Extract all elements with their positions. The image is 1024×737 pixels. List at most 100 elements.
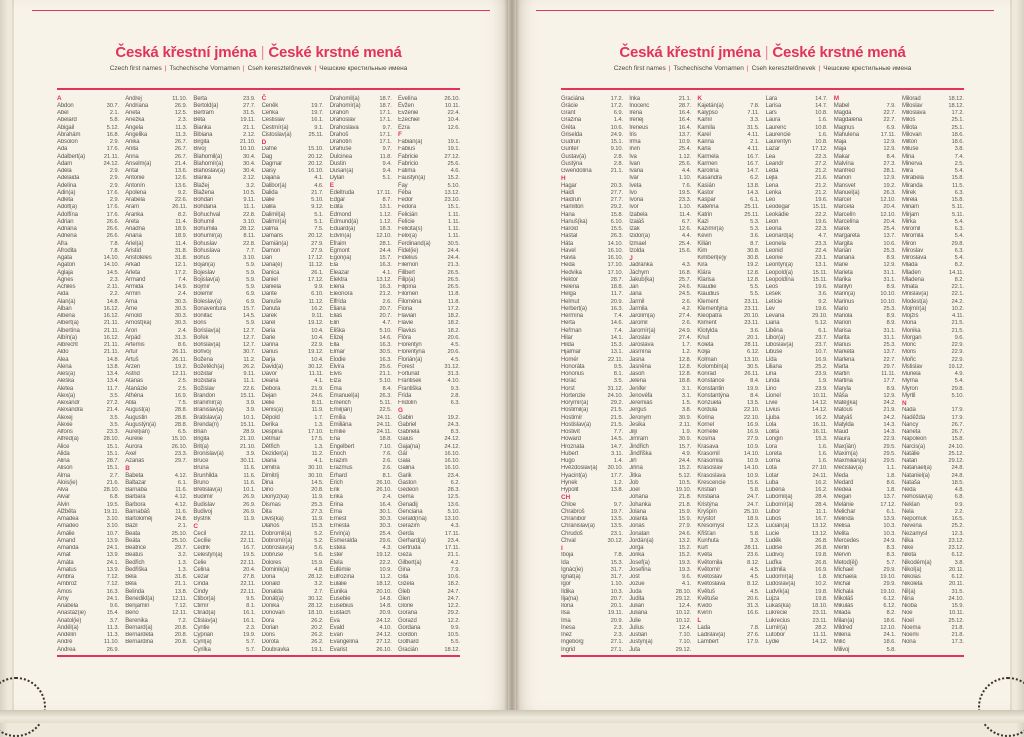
name-day-entry: Bořek 12.7. bbox=[193, 334, 255, 341]
name-day-entry: Egmont 24.4. bbox=[330, 247, 392, 254]
name-day-date: 8.11. bbox=[311, 400, 324, 407]
name-day-date: 7.10. bbox=[678, 639, 692, 646]
name-day-entry: Jesika 2.11. bbox=[629, 421, 691, 428]
name-day-date: 26.5. bbox=[447, 284, 460, 291]
name-day-entry: Mnata 22.1. bbox=[902, 284, 964, 291]
name-day-date: 12.1. bbox=[174, 262, 188, 269]
name-day-date: 2.9. bbox=[109, 182, 119, 189]
name-day-entry: Florentýna 20.6. bbox=[398, 349, 460, 356]
name-day-date: 28.11. bbox=[744, 545, 760, 552]
first-name: Mnislav(a) bbox=[901, 291, 929, 298]
name-day-entry: Liběna 6.1. bbox=[766, 327, 828, 334]
first-name: Belinda bbox=[125, 588, 145, 595]
name-day-entry: Dezider(a) 11.2. bbox=[262, 450, 324, 457]
name-day-date: 11.3. bbox=[175, 131, 188, 138]
name-day-entry: Emil(ián) 22.5. bbox=[330, 407, 392, 414]
name-column: M Mabel 7.9. Magda 22.7. Magdaléna 22.7. Magnus… bbox=[834, 95, 896, 653]
name-day-date: 22.11. bbox=[240, 588, 256, 595]
name-day-entry: Cyntie 2.3. bbox=[193, 624, 255, 631]
corner-perforation[interactable] bbox=[978, 677, 1024, 737]
first-name: Garik bbox=[397, 472, 412, 479]
name-day-date: 11.4. bbox=[175, 240, 188, 247]
name-day-entry: Job 10.5. bbox=[629, 479, 691, 486]
name-day-entry: Hugo 1.4. bbox=[561, 458, 623, 465]
first-name: Anselm(a) bbox=[125, 160, 152, 167]
first-name: Čestislav bbox=[261, 117, 285, 124]
name-day-entry: Arleta 17.2. bbox=[125, 269, 187, 276]
first-name: Karmen bbox=[697, 160, 718, 167]
name-day-date: 22.1. bbox=[951, 284, 964, 291]
name-day-date: 1.3. bbox=[314, 443, 324, 450]
name-day-date: 21.11. bbox=[103, 342, 119, 349]
name-day-date: 3.2. bbox=[314, 581, 324, 588]
first-name: Mirek bbox=[901, 189, 916, 196]
corner-perforation[interactable] bbox=[0, 677, 46, 737]
name-day-entry: Horác 3.5. bbox=[561, 378, 623, 385]
name-day-entry: Milovan 18.6. bbox=[902, 131, 964, 138]
name-day-entry: Miriam 5.11. bbox=[902, 204, 964, 211]
first-name: Baltazar bbox=[125, 479, 146, 486]
name-day-date: 3.9. bbox=[246, 400, 256, 407]
name-day-date: 24.6. bbox=[678, 530, 692, 537]
first-name: Amálie bbox=[57, 530, 75, 537]
name-day-entry: Boris 5.9. bbox=[193, 320, 255, 327]
name-day-date: 19.12. bbox=[308, 349, 324, 356]
name-day-date: 29.9. bbox=[883, 581, 896, 588]
name-day-entry: Augustin 28.8. bbox=[125, 414, 187, 421]
name-day-entry: Magda 22.7. bbox=[834, 110, 896, 117]
name-day-entry: Konzuela 13.5. bbox=[697, 400, 759, 407]
page-title: Česká křestní jména | České krstné mená bbox=[619, 44, 906, 61]
name-day-date: 27.7. bbox=[610, 197, 623, 204]
name-day-date: 17.11. bbox=[376, 189, 392, 196]
first-name: Darie bbox=[261, 334, 276, 341]
first-name: Erhard bbox=[329, 472, 347, 479]
name-day-entry: Nada 17.9. bbox=[902, 407, 964, 414]
first-name: Alan(a) bbox=[57, 298, 76, 305]
name-day-entry: Eliana 20.7. bbox=[330, 305, 392, 312]
name-day-entry: Flavián 18.2. bbox=[398, 313, 460, 320]
name-day-date: 6.3. bbox=[954, 247, 964, 254]
name-day-date: 6.1. bbox=[818, 327, 828, 334]
first-name: Donalda bbox=[261, 588, 283, 595]
first-name: Jarolím(a) bbox=[629, 313, 655, 320]
first-name: Eusebie bbox=[329, 595, 351, 602]
first-name: Ivan bbox=[629, 160, 640, 167]
name-day-entry: Gustav(a) 2.8. bbox=[561, 153, 623, 160]
first-name: Albena bbox=[57, 313, 75, 320]
name-day-entry: Gema 12.5. bbox=[398, 494, 460, 501]
first-name: Dino bbox=[261, 487, 274, 494]
name-day-entry: Ludmila 16.9. bbox=[766, 566, 828, 573]
name-day-date: 9.1. bbox=[314, 124, 324, 131]
name-day-date: 19.9. bbox=[242, 632, 256, 639]
first-name: Kastor bbox=[697, 189, 714, 196]
first-name: Bruce bbox=[193, 458, 209, 465]
name-day-entry: Budimír 26.9. bbox=[193, 494, 255, 501]
name-day-date: 1.6. bbox=[818, 450, 828, 457]
name-day-entry: Amand 13.9. bbox=[57, 537, 119, 544]
name-day-entry: Jindřich 15.7. bbox=[629, 443, 691, 450]
name-day-entry: Kristián 5.8. bbox=[697, 487, 759, 494]
name-day-date: 2.1. bbox=[750, 139, 760, 146]
first-name: Konstantýna bbox=[697, 392, 730, 399]
first-name: Ela bbox=[329, 262, 338, 269]
name-day-entry: Kleopatra 20.10. bbox=[697, 313, 759, 320]
name-day-date: 24.4. bbox=[678, 458, 692, 465]
name-day-entry: Donovan 18.10. bbox=[262, 610, 324, 617]
name-day-date: 26.1. bbox=[311, 269, 324, 276]
name-day-date: 7.9. bbox=[450, 566, 460, 573]
name-day-date: 15.1. bbox=[610, 139, 623, 146]
first-name: Maxmilián(a) bbox=[833, 458, 867, 465]
name-day-date: 15.8. bbox=[610, 211, 623, 218]
name-day-date: 22.3. bbox=[815, 226, 828, 233]
name-day-entry: Andrej 11.10. bbox=[125, 95, 187, 102]
name-day-date: 21.9. bbox=[883, 407, 896, 414]
name-day-entry: Aida 2.2. bbox=[57, 291, 119, 298]
name-day-date: 3.2. bbox=[177, 552, 188, 559]
name-day-date: 29.8. bbox=[951, 240, 964, 247]
first-name: Ima bbox=[561, 617, 571, 624]
name-day-entry: Leontýn(a) 13.1. bbox=[766, 262, 828, 269]
name-day-date: 10.5. bbox=[242, 189, 256, 196]
name-day-entry: Marilyn 8.9. bbox=[834, 284, 896, 291]
first-name: Bohdan bbox=[193, 197, 214, 204]
first-name: Boris bbox=[193, 320, 207, 327]
